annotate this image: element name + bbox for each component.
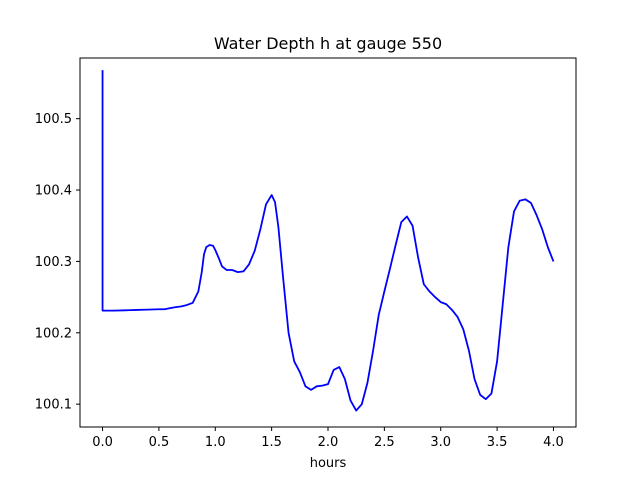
x-tick-label: 0.5 [149,435,170,450]
y-axis-ticks: 100.1 100.2 100.3 100.4 100.5 [35,112,80,413]
x-tick-label: 2.0 [318,435,339,450]
y-tick-label: 100.4 [35,184,72,199]
y-tick-label: 100.5 [35,112,72,127]
plot-area [101,70,555,412]
y-tick-label: 100.3 [35,255,72,270]
chart-title: Water Depth h at gauge 550 [214,34,442,53]
x-tick-label: 2.5 [374,435,395,450]
x-axis-ticks: 0.0 0.5 1.0 1.5 2.0 2.5 3.0 3.5 4.0 [92,427,564,450]
x-tick-label: 3.0 [430,435,451,450]
x-tick-label: 1.0 [205,435,226,450]
y-tick-label: 100.1 [35,398,72,413]
x-tick-label: 0.0 [92,435,113,450]
x-tick-label: 1.5 [261,435,282,450]
x-tick-label: 4.0 [543,435,564,450]
x-axis-label: hours [310,456,347,471]
axes-frame [79,57,577,428]
y-tick-label: 100.2 [35,326,72,341]
x-tick-label: 3.5 [487,435,508,450]
series-line-0 [101,70,555,412]
